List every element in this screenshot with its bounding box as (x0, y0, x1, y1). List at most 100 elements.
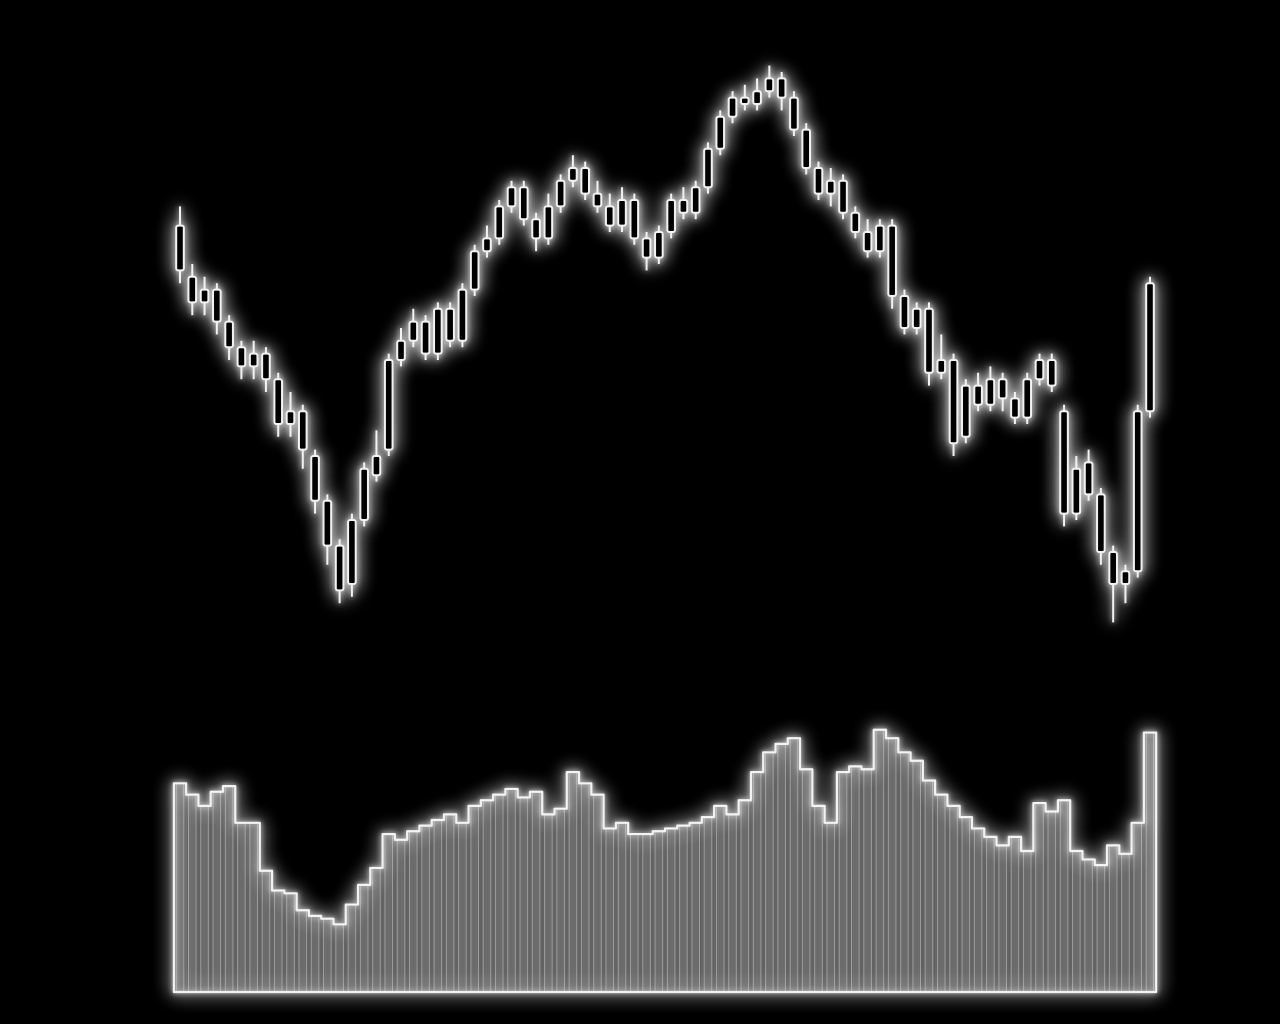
candle (813, 161, 824, 200)
volume-bar (519, 796, 529, 993)
volume-bar (445, 813, 455, 993)
candle (297, 404, 308, 469)
volume-bar (286, 892, 295, 993)
candle-body (1022, 378, 1033, 419)
candle (617, 187, 627, 232)
volume-bar (826, 822, 836, 993)
volume-bar (237, 822, 246, 993)
candle-body (445, 307, 455, 342)
candle-body (740, 96, 750, 105)
candle-body (789, 96, 799, 131)
volume-bar (629, 833, 639, 993)
candle (310, 449, 320, 514)
candle-body (617, 199, 627, 227)
candle-body (1096, 493, 1106, 553)
candle (248, 340, 259, 380)
candle (703, 142, 713, 194)
candle (568, 155, 578, 188)
volume-bar (249, 822, 258, 993)
candle-body (801, 128, 812, 170)
volume-bar (200, 805, 209, 993)
candle-body (752, 90, 762, 105)
volume-bar (605, 827, 615, 993)
volume-bar (1059, 799, 1069, 993)
candle-body (568, 167, 578, 182)
candle-body (531, 218, 541, 240)
candle (838, 174, 848, 220)
price-panel (175, 65, 1155, 623)
volume-bar (666, 827, 676, 993)
candle-body (396, 339, 406, 361)
candle (199, 276, 210, 316)
candle (850, 206, 861, 239)
candle (641, 232, 652, 271)
volume-bar (273, 889, 283, 993)
candle-body (961, 384, 971, 438)
candle (506, 180, 517, 213)
candle (936, 334, 947, 380)
candle (985, 366, 996, 412)
candle (862, 219, 873, 258)
volume-bar (789, 737, 799, 993)
candle-body (1046, 359, 1057, 387)
candle-body (285, 410, 296, 426)
volume-bar (1145, 732, 1155, 993)
candle-body (297, 410, 308, 451)
candle-body (973, 384, 983, 406)
candle-body (948, 359, 959, 445)
candle (334, 539, 345, 604)
candle-body (997, 378, 1008, 400)
volume-bar (470, 805, 479, 993)
candle (469, 244, 480, 296)
candle-body (629, 199, 640, 240)
candle (752, 78, 762, 111)
candle-body (273, 378, 284, 426)
candle (887, 219, 897, 309)
candle (604, 193, 615, 232)
candle-body (666, 199, 676, 233)
volume-bar (458, 822, 467, 993)
volume-bar (175, 782, 185, 993)
candle (825, 168, 836, 207)
candle (1132, 404, 1143, 578)
volume-bar (801, 768, 811, 993)
candle (678, 187, 689, 220)
volume-bar (1022, 850, 1032, 993)
candle-body (727, 96, 738, 118)
candle (1071, 456, 1082, 520)
candle-body (654, 231, 664, 259)
candle-body (703, 147, 713, 189)
volume-bar (372, 867, 381, 993)
candle-body (187, 275, 198, 304)
candle-body (433, 307, 443, 355)
candle-body (1010, 397, 1020, 419)
candle (1010, 392, 1020, 424)
volume-bar (973, 827, 983, 993)
volume-bar (949, 805, 958, 993)
candle-body (506, 186, 517, 208)
volume-bar (961, 816, 971, 993)
candle (911, 302, 922, 335)
candle-body (580, 167, 590, 195)
candle (629, 193, 640, 245)
candle-body (899, 295, 910, 329)
candle-body (838, 179, 848, 214)
candle-body (408, 320, 419, 342)
candle (285, 392, 296, 437)
candle (727, 91, 738, 124)
volume-bar (765, 751, 774, 993)
candle (1059, 404, 1069, 527)
candle (420, 315, 431, 360)
candle-body (1034, 359, 1045, 381)
candle-body (641, 237, 652, 259)
candle-body (604, 205, 615, 227)
candle-body (936, 359, 947, 374)
candle (273, 372, 284, 437)
volume-outline (172, 728, 1158, 994)
candle-body (776, 77, 787, 99)
volume-bar (323, 918, 332, 993)
candle (433, 302, 443, 360)
candle-body (334, 544, 345, 592)
volume-bar (482, 799, 492, 993)
volume-bar (396, 839, 406, 993)
